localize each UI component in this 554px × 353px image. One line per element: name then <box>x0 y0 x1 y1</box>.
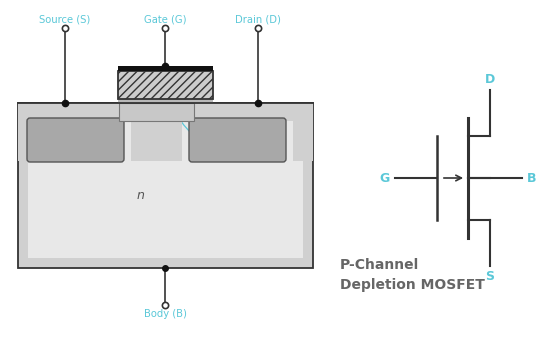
Bar <box>118 99 213 103</box>
Polygon shape <box>18 103 313 161</box>
Text: Drain (D): Drain (D) <box>235 14 281 24</box>
Text: G: G <box>379 172 390 185</box>
Text: p channel: p channel <box>176 114 281 155</box>
Bar <box>118 71 213 99</box>
Bar <box>28 113 303 258</box>
FancyBboxPatch shape <box>27 118 124 162</box>
Bar <box>119 103 194 121</box>
Text: Depletion MOSFET: Depletion MOSFET <box>340 278 485 292</box>
Bar <box>118 66 213 71</box>
Bar <box>18 103 313 268</box>
Text: Source (S): Source (S) <box>39 14 91 24</box>
Text: Gate (G): Gate (G) <box>143 14 186 24</box>
Text: S: S <box>485 270 495 283</box>
Text: Body (B): Body (B) <box>143 309 187 319</box>
Text: p+: p+ <box>228 134 247 148</box>
Text: p+: p+ <box>66 134 85 148</box>
Text: B: B <box>527 172 536 185</box>
Text: D: D <box>485 73 495 86</box>
Text: P-Channel: P-Channel <box>340 258 419 272</box>
Text: n: n <box>137 189 145 202</box>
FancyBboxPatch shape <box>189 118 286 162</box>
